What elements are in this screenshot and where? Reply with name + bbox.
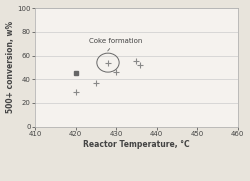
Text: Coke formation: Coke formation: [90, 38, 143, 51]
Fe-cene: [114, 71, 117, 73]
Fe-cene: [135, 60, 138, 62]
Line: Fe-cene: Fe-cene: [73, 59, 143, 95]
Fe-cene: [106, 62, 110, 64]
Fe-cene: [74, 91, 77, 93]
X-axis label: Reactor Temperature, °C: Reactor Temperature, °C: [83, 140, 190, 149]
Legend: Fe-cene, Fe-octo: Fe-cene, Fe-octo: [88, 180, 184, 181]
Fe-cene: [94, 82, 97, 84]
Fe-cene: [139, 64, 142, 66]
Y-axis label: 500+ conversion, w%: 500+ conversion, w%: [6, 21, 15, 113]
